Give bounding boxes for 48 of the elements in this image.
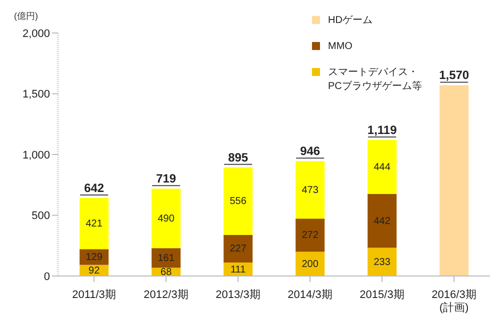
y-tick-label: 1,500 xyxy=(22,88,50,101)
total-label: 719 xyxy=(156,172,176,186)
x-tick-label: 2015/3期 xyxy=(360,289,404,301)
data-label: 129 xyxy=(86,252,103,263)
data-label: 421 xyxy=(86,218,103,230)
bar xyxy=(296,252,325,276)
data-label: 161 xyxy=(158,252,175,264)
bar xyxy=(152,248,181,268)
data-label: 556 xyxy=(230,196,247,208)
bar xyxy=(368,140,397,194)
bar xyxy=(80,198,109,250)
y-tick-label: 2,000 xyxy=(22,28,50,40)
bar xyxy=(368,194,397,248)
bar xyxy=(224,234,253,263)
data-label: 473 xyxy=(302,184,319,196)
x-tick-label: 2016/3期 (計画) xyxy=(432,289,476,314)
x-tick-label: 2013/3期 xyxy=(216,289,260,301)
total-label: 1,119 xyxy=(367,123,398,138)
data-label: 92 xyxy=(88,265,100,276)
total-label: 642 xyxy=(84,180,104,195)
legend-label: HDゲーム xyxy=(328,14,372,28)
y-axis-title: (億円) xyxy=(14,10,38,23)
bar xyxy=(296,161,325,219)
data-label: 444 xyxy=(374,162,391,174)
bar xyxy=(224,167,253,235)
x-tick-label: 2014/3期 xyxy=(288,289,332,301)
bar xyxy=(152,188,181,248)
legend-label: MMO xyxy=(328,40,352,54)
legend-label: スマートデバイス・ PCブラウザゲーム等 xyxy=(328,66,422,94)
total-label: 946 xyxy=(300,144,320,158)
x-tick-label: 2012/3期 xyxy=(144,289,188,301)
bar xyxy=(296,218,325,252)
bar xyxy=(368,248,397,276)
data-label: 442 xyxy=(374,216,391,227)
data-label: 111 xyxy=(230,264,246,276)
data-label: 68 xyxy=(160,266,172,278)
total-label: 895 xyxy=(228,150,248,164)
data-label: 227 xyxy=(230,244,247,255)
data-label: 272 xyxy=(302,230,319,242)
data-label: 490 xyxy=(158,213,175,224)
total-label: 1,570 xyxy=(439,68,470,82)
data-label: 233 xyxy=(374,256,391,268)
bar xyxy=(440,85,469,276)
data-label: 200 xyxy=(302,258,319,270)
y-tick-label: 0 xyxy=(44,270,50,283)
y-tick-label: 500 xyxy=(32,210,50,222)
x-tick-label: 2011/3期 xyxy=(72,289,116,301)
y-tick-label: 1,000 xyxy=(22,149,50,162)
